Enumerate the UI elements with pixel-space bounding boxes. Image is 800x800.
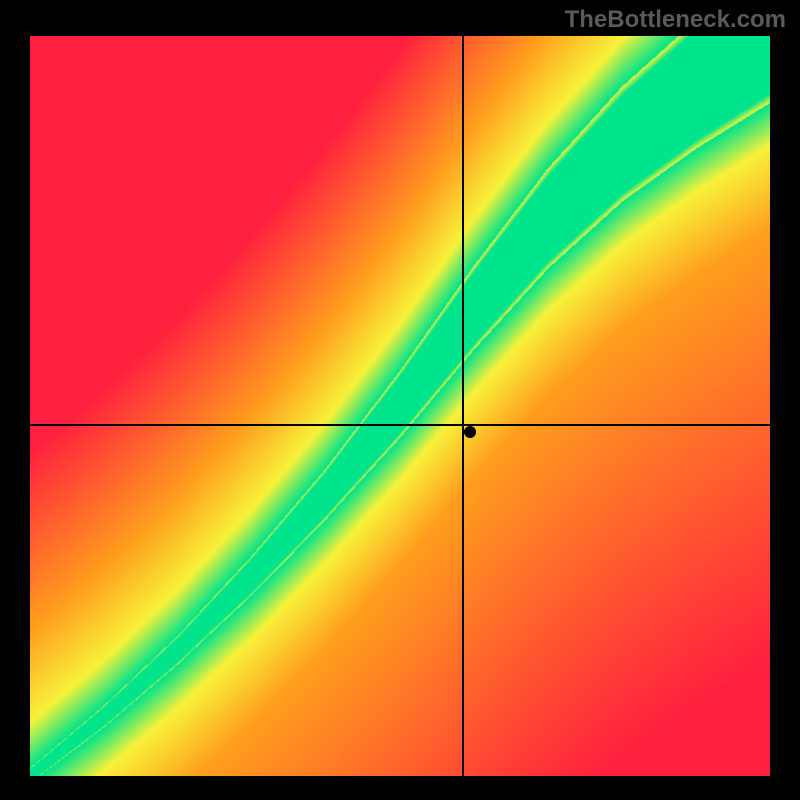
watermark-label: TheBottleneck.com: [565, 6, 786, 34]
selection-marker: [464, 426, 476, 438]
crosshair-horizontal: [30, 424, 770, 426]
heatmap-plot: [30, 36, 770, 776]
crosshair-vertical: [462, 36, 464, 776]
heatmap-canvas: [30, 36, 770, 776]
chart-container: TheBottleneck.com: [0, 0, 800, 800]
